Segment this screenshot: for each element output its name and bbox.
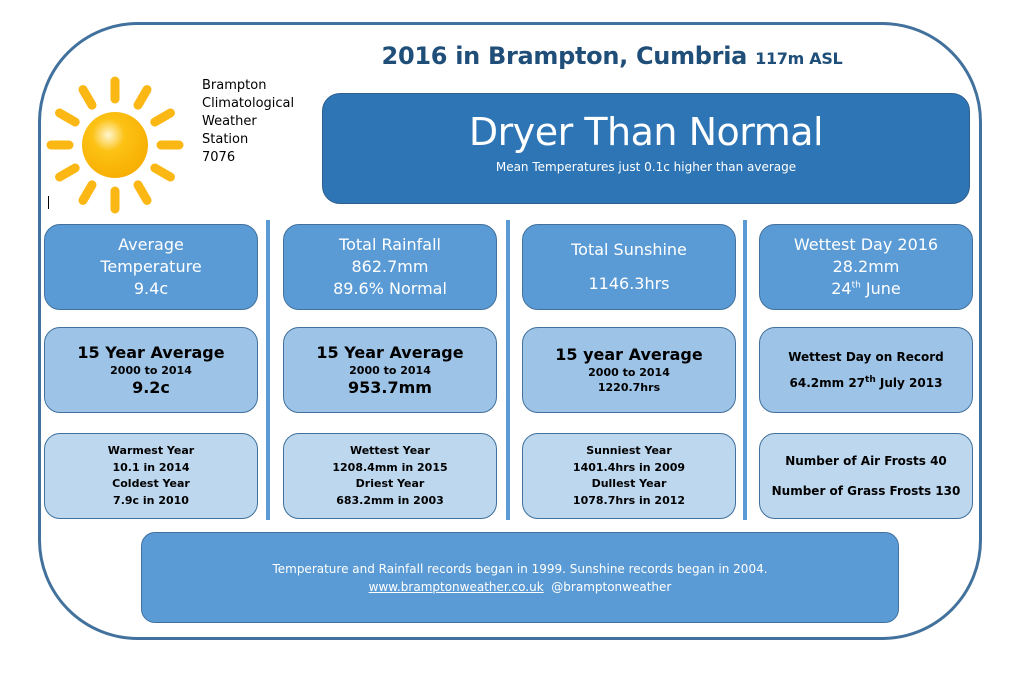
value: 9.2c bbox=[132, 377, 170, 397]
temperature-records: Warmest Year 10.1 in 2014 Coldest Year 7… bbox=[44, 433, 258, 519]
label: Sunniest Year bbox=[586, 444, 672, 457]
rainfall-average: 15 Year Average 2000 to 2014 953.7mm bbox=[283, 327, 497, 413]
page-title: 2016 in Brampton, Cumbria 117m ASL bbox=[322, 42, 902, 70]
column-divider bbox=[743, 220, 747, 520]
label: 15 year Average bbox=[555, 345, 703, 364]
label: Driest Year bbox=[355, 477, 425, 490]
column-divider bbox=[266, 220, 270, 520]
station-line: Weather bbox=[202, 114, 257, 129]
month: June bbox=[860, 279, 901, 298]
sun-ray bbox=[55, 163, 80, 182]
sun-ray bbox=[55, 108, 80, 127]
value: 683.2mm in 2003 bbox=[336, 493, 444, 507]
value: 1078.7hrs in 2012 bbox=[572, 493, 686, 507]
website-link[interactable]: www.bramptonweather.co.uk bbox=[368, 579, 544, 594]
value: 9.4c bbox=[133, 279, 169, 298]
label: 15 Year Average bbox=[316, 342, 464, 362]
date: 24th June bbox=[831, 278, 901, 300]
sun-ray bbox=[150, 108, 175, 127]
station-number: 7076 bbox=[202, 150, 236, 165]
label: Wettest Day 2016 bbox=[793, 235, 939, 254]
label: Wettest Year bbox=[349, 444, 431, 457]
records-note: Temperature and Rainfall records began i… bbox=[272, 561, 768, 576]
range: 2000 to 2014 bbox=[588, 366, 670, 379]
value: 64.2mm 27th July 2013 bbox=[789, 375, 943, 391]
footer-box: Temperature and Rainfall records began i… bbox=[141, 532, 899, 623]
value: 953.7mm bbox=[348, 377, 432, 397]
sun-ray bbox=[78, 180, 97, 205]
month-year: July 2013 bbox=[875, 376, 943, 390]
range: 2000 to 2014 bbox=[110, 363, 192, 377]
column-divider bbox=[506, 220, 510, 520]
sunshine-average: 15 year Average 2000 to 2014 1220.7hrs bbox=[522, 327, 736, 413]
label: 15 Year Average bbox=[77, 342, 225, 362]
value: 28.2mm bbox=[832, 257, 900, 276]
air-frosts: Number of Air Frosts 40 bbox=[785, 454, 947, 468]
rainfall-records: Wettest Year 1208.4mm in 2015 Driest Yea… bbox=[283, 433, 497, 519]
sun-ray bbox=[78, 85, 97, 110]
label: Coldest Year bbox=[112, 477, 190, 490]
label: Wettest Day on Record bbox=[788, 350, 944, 364]
label: Total Sunshine bbox=[571, 240, 687, 259]
value: 89.6% Normal bbox=[333, 279, 447, 298]
value: 1220.7hrs bbox=[597, 381, 661, 394]
label: Dullest Year bbox=[591, 477, 667, 490]
infographic-frame bbox=[38, 22, 982, 640]
value: 862.7mm bbox=[351, 257, 429, 276]
headline: Dryer Than Normal bbox=[468, 110, 824, 154]
rainfall-summary: Total Rainfall 862.7mm 89.6% Normal bbox=[283, 224, 497, 310]
sunshine-summary: Total Sunshine 1146.3hrs bbox=[522, 224, 736, 310]
label: Warmest Year bbox=[107, 444, 195, 457]
value: 1401.4hrs in 2009 bbox=[572, 460, 686, 474]
wettest-day-record: Wettest Day on Record 64.2mm 27th July 2… bbox=[759, 327, 973, 413]
text-cursor bbox=[48, 196, 49, 209]
station-line: Climatological bbox=[202, 96, 295, 111]
ordinal: th bbox=[851, 280, 861, 291]
sun-ray bbox=[133, 85, 152, 110]
temperature-average: 15 Year Average 2000 to 2014 9.2c bbox=[44, 327, 258, 413]
sun-icon bbox=[46, 76, 184, 214]
title-text: 2016 in Brampton, Cumbria bbox=[381, 42, 748, 70]
sun-ray bbox=[150, 163, 175, 182]
station-line: Station bbox=[202, 132, 249, 147]
headline-subtitle: Mean Temperatures just 0.1c higher than … bbox=[495, 160, 797, 174]
label: Total Rainfall bbox=[339, 235, 441, 254]
headline-banner: Dryer Than Normal Mean Temperatures just… bbox=[322, 93, 970, 204]
sunshine-records: Sunniest Year 1401.4hrs in 2009 Dullest … bbox=[522, 433, 736, 519]
range: 2000 to 2014 bbox=[349, 363, 431, 377]
value: 7.9c in 2010 bbox=[113, 493, 189, 507]
value: 1146.3hrs bbox=[588, 274, 670, 293]
label: Temperature bbox=[100, 257, 202, 276]
wettest-day-summary: Wettest Day 2016 28.2mm 24th June bbox=[759, 224, 973, 310]
ordinal: th bbox=[865, 375, 876, 385]
value: 1208.4mm in 2015 bbox=[332, 460, 448, 474]
station-line: Brampton bbox=[202, 78, 267, 93]
altitude: 117m ASL bbox=[755, 49, 843, 68]
label: Average bbox=[118, 235, 184, 254]
grass-frosts: Number of Grass Frosts 130 bbox=[771, 484, 961, 498]
frost-counts: Number of Air Frosts 40 Number of Grass … bbox=[759, 433, 973, 519]
station-name: Brampton Climatological Weather Station … bbox=[202, 77, 294, 167]
twitter-handle: @bramptonweather bbox=[551, 579, 672, 594]
temperature-summary: Average Temperature 9.4c bbox=[44, 224, 258, 310]
amount-day: 64.2mm 27 bbox=[789, 376, 866, 390]
value: 10.1 in 2014 bbox=[112, 460, 190, 474]
sun-ray bbox=[133, 180, 152, 205]
day: 24 bbox=[831, 279, 852, 298]
